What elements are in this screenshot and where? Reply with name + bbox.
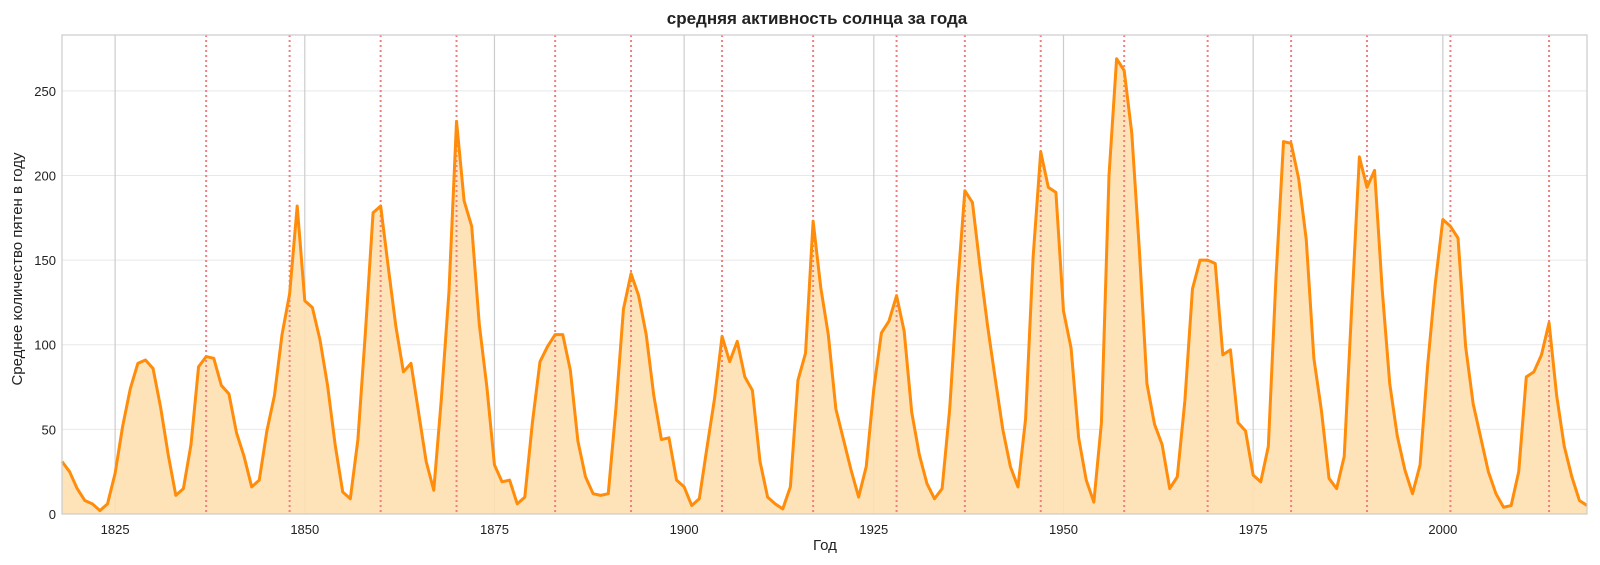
y-tick-label: 150 <box>34 253 56 268</box>
x-tick-label: 1950 <box>1049 522 1078 537</box>
x-tick-label: 1850 <box>290 522 319 537</box>
plot-frame <box>61 34 1588 515</box>
sunspot-series-line <box>60 57 1588 513</box>
y-axis-title: Среднее количество пятен в году <box>9 152 26 386</box>
y-tick-label: 50 <box>42 422 56 437</box>
y-tick-label: 100 <box>34 338 56 353</box>
x-tick-label: 1825 <box>101 522 130 537</box>
x-tick-label: 1875 <box>480 522 509 537</box>
chart-title: средняя активность солнца за года <box>667 9 968 28</box>
y-tick-label: 200 <box>34 168 56 183</box>
y-tick-labels: 0 50 100 150 200 250 <box>34 84 56 522</box>
x-tick-label: 1975 <box>1239 522 1268 537</box>
x-tick-label: 2000 <box>1428 522 1457 537</box>
sunspot-area-fill <box>62 58 1587 514</box>
x-tick-label: 1925 <box>859 522 888 537</box>
x-tick-labels: 1825 1850 1875 1900 1925 1950 1975 2000 <box>101 522 1458 537</box>
y-tick-label: 250 <box>34 84 56 99</box>
y-tick-label: 0 <box>49 507 56 522</box>
x-tick-label: 1900 <box>670 522 699 537</box>
x-axis-title: Год <box>813 537 837 554</box>
